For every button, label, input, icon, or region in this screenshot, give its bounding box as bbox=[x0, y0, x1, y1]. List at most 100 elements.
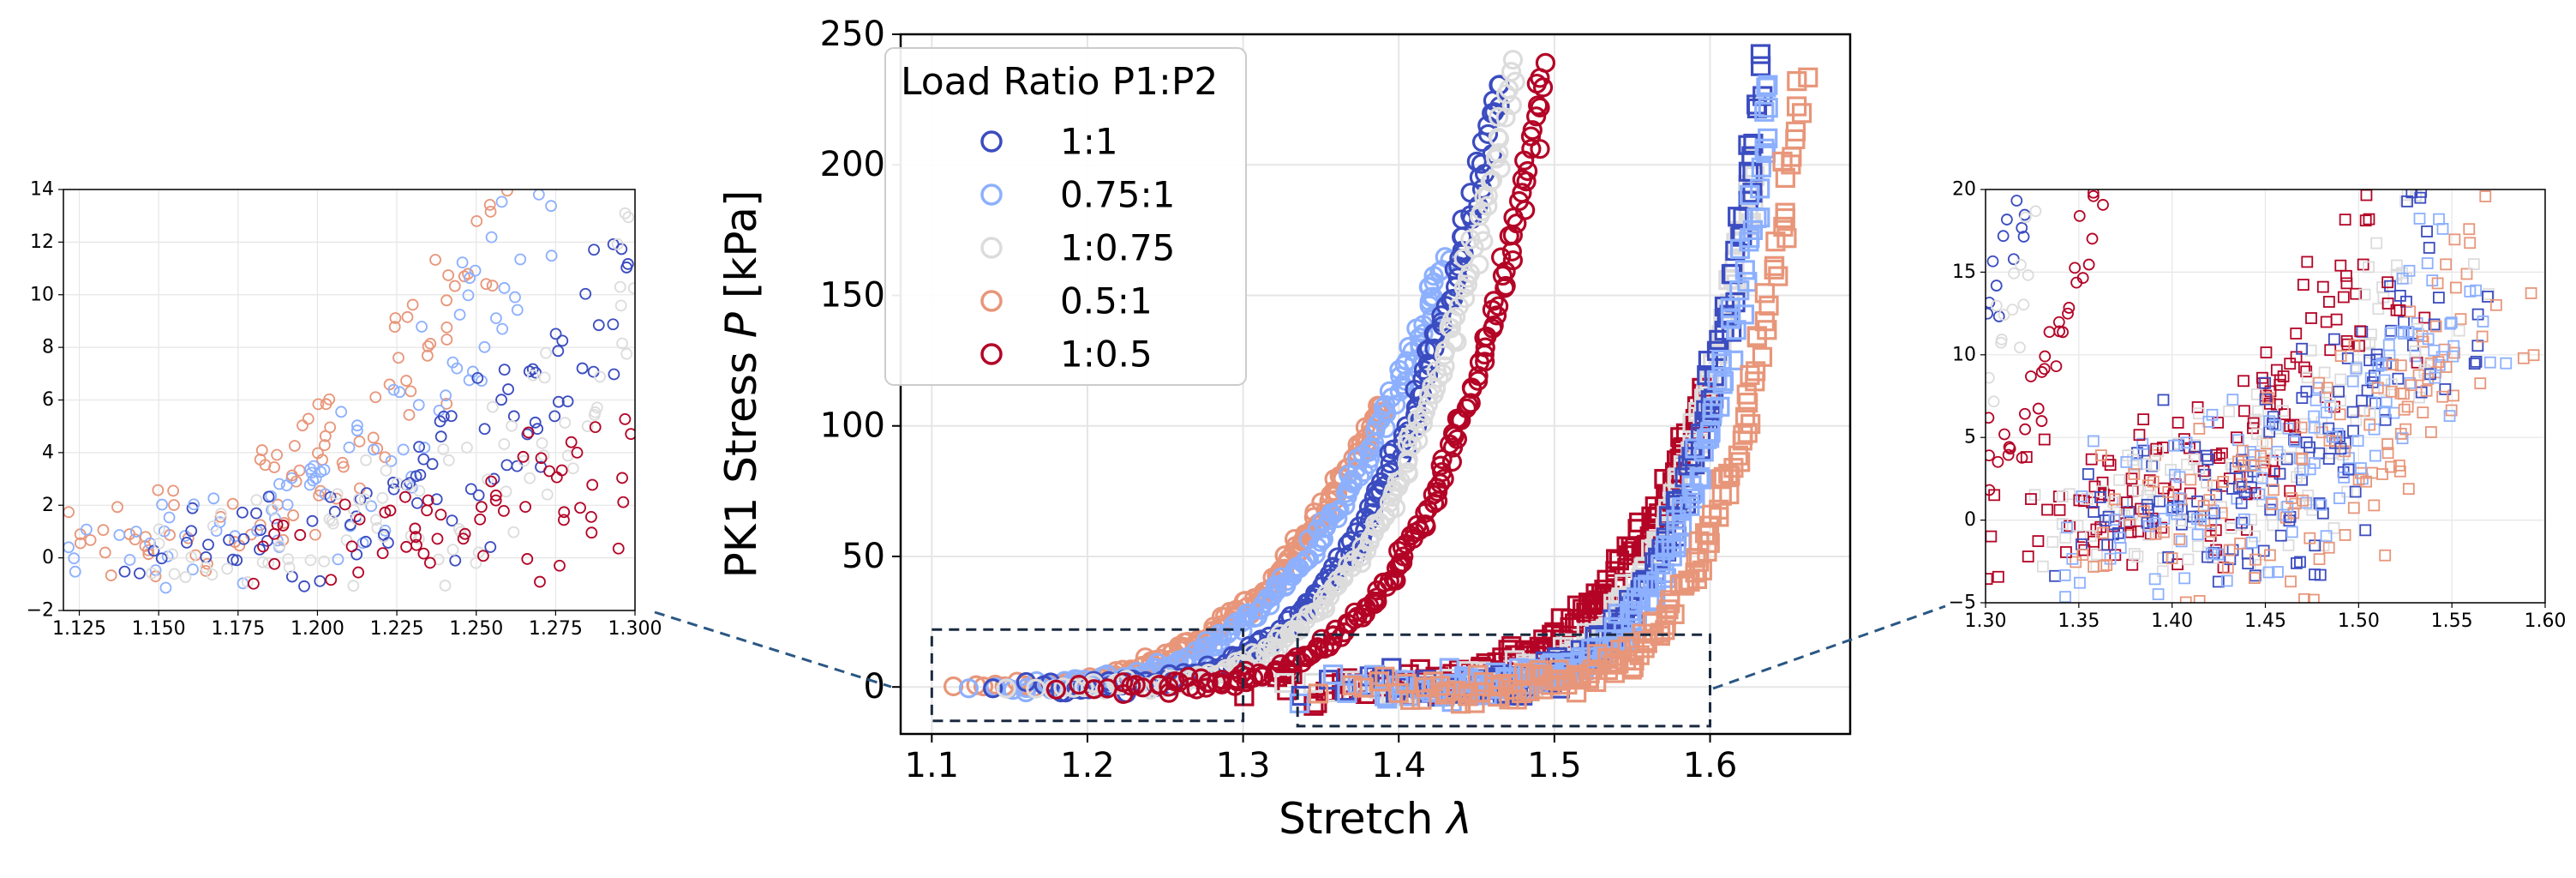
data-point-square bbox=[2262, 566, 2275, 579]
data-point-square bbox=[2363, 406, 2376, 419]
data-point-square bbox=[2058, 569, 2071, 581]
data-point-square bbox=[2370, 237, 2383, 250]
data-point-square bbox=[2259, 393, 2272, 406]
data-point-square bbox=[2137, 413, 2150, 425]
data-point-circle bbox=[1508, 190, 1530, 212]
data-point-circle bbox=[1374, 572, 1394, 593]
data-point-square bbox=[2460, 268, 2473, 280]
data-point-square bbox=[2091, 548, 2103, 561]
data-point-circle bbox=[423, 556, 436, 569]
data-point-circle bbox=[105, 569, 117, 581]
data-point-square bbox=[2149, 527, 2162, 540]
data-point-circle bbox=[471, 371, 484, 384]
data-point-circle bbox=[360, 454, 372, 466]
data-point-square bbox=[2339, 445, 2351, 458]
data-point-circle bbox=[250, 507, 262, 520]
data-point-circle bbox=[335, 406, 348, 418]
data-point-square bbox=[2360, 189, 2373, 201]
y-tick-label: 50 bbox=[842, 537, 885, 576]
data-point-circle bbox=[273, 539, 286, 552]
data-point-circle bbox=[442, 454, 455, 466]
data-point-square bbox=[2184, 473, 2197, 486]
data-point-circle bbox=[168, 568, 181, 580]
data-point-square bbox=[2235, 496, 2248, 509]
data-point-square bbox=[2356, 394, 2368, 407]
zoom-box bbox=[1296, 633, 1712, 728]
data-point-circle bbox=[534, 575, 546, 588]
data-point-circle bbox=[1363, 591, 1384, 611]
data-point-square bbox=[2297, 279, 2309, 291]
data-point-circle bbox=[548, 410, 561, 423]
data-point-square bbox=[2411, 322, 2424, 335]
data-point-circle bbox=[617, 496, 630, 508]
data-point-circle bbox=[418, 442, 431, 454]
data-point-circle bbox=[440, 294, 452, 307]
data-point-circle bbox=[314, 574, 326, 587]
data-point-circle bbox=[1453, 248, 1474, 268]
data-point-circle bbox=[360, 487, 373, 500]
data-point-circle bbox=[462, 289, 475, 302]
data-point-circle bbox=[581, 420, 594, 433]
data-point-circle bbox=[369, 391, 382, 404]
data-point-circle bbox=[611, 238, 624, 250]
data-point-circle bbox=[306, 514, 319, 527]
y-tick-label: 14 bbox=[30, 179, 54, 201]
data-point-circle bbox=[456, 256, 469, 269]
data-point-circle bbox=[457, 532, 470, 545]
data-point-circle bbox=[413, 484, 426, 497]
inset-right-ticks: 1.30 1.35 1.40 1.45 1.50 1.55 1.60 −5 0 5 10 15 20 bbox=[1949, 179, 2567, 633]
data-point-square bbox=[2141, 516, 2154, 529]
data-point-square bbox=[2191, 528, 2204, 541]
data-point-circle bbox=[332, 553, 344, 566]
data-point-square bbox=[1308, 683, 1328, 704]
data-point-square bbox=[2172, 492, 2185, 505]
data-point-square bbox=[2301, 371, 2314, 384]
data-point-circle bbox=[1992, 310, 2005, 322]
data-point-square bbox=[2440, 361, 2453, 373]
data-point-circle bbox=[410, 470, 422, 483]
data-point-square bbox=[2158, 526, 2170, 538]
data-point-circle bbox=[74, 537, 87, 550]
data-point-square bbox=[2334, 442, 2347, 455]
data-point-square bbox=[2025, 493, 2037, 505]
data-point-circle bbox=[590, 401, 603, 414]
data-point-circle bbox=[1490, 158, 1511, 178]
data-point-square bbox=[2270, 364, 2283, 376]
data-point-circle bbox=[460, 442, 473, 454]
data-point-square bbox=[2363, 418, 2376, 431]
data-point-square bbox=[2022, 550, 2034, 562]
data-point-square bbox=[1739, 184, 1760, 205]
data-point-circle bbox=[2006, 304, 2019, 316]
data-point-square bbox=[2340, 334, 2353, 347]
data-point-square bbox=[2215, 507, 2228, 520]
data-point-circle bbox=[214, 508, 227, 520]
data-point-square bbox=[1586, 671, 1607, 693]
data-point-square bbox=[1665, 495, 1686, 515]
data-point-circle bbox=[413, 441, 425, 453]
data-point-circle bbox=[588, 244, 600, 256]
data-point-square bbox=[1768, 266, 1788, 286]
data-point-square bbox=[2300, 365, 2313, 378]
data-point-circle bbox=[287, 509, 300, 521]
data-point-circle bbox=[304, 554, 317, 567]
data-point-square bbox=[2175, 514, 2187, 526]
data-point-square bbox=[2234, 538, 2246, 550]
data-point-square bbox=[2085, 453, 2098, 466]
x-tick-label: 1.125 bbox=[52, 618, 106, 640]
data-point-square bbox=[2249, 553, 2261, 566]
data-point-circle bbox=[2014, 341, 2026, 354]
data-point-square bbox=[2107, 496, 2120, 508]
data-point-circle bbox=[1998, 309, 2010, 322]
data-point-circle bbox=[1398, 461, 1418, 483]
data-point-square bbox=[2352, 473, 2365, 486]
data-point-square bbox=[2096, 476, 2109, 489]
data-point-square bbox=[2474, 377, 2487, 390]
data-point-square bbox=[2267, 484, 2280, 496]
data-point-circle bbox=[470, 556, 482, 569]
data-point-circle bbox=[1417, 340, 1437, 361]
data-point-square bbox=[2059, 591, 2071, 603]
data-point-circle bbox=[488, 472, 500, 485]
data-point-circle bbox=[207, 520, 219, 532]
data-point-square bbox=[1787, 96, 1807, 117]
data-point-square bbox=[1610, 639, 1631, 660]
